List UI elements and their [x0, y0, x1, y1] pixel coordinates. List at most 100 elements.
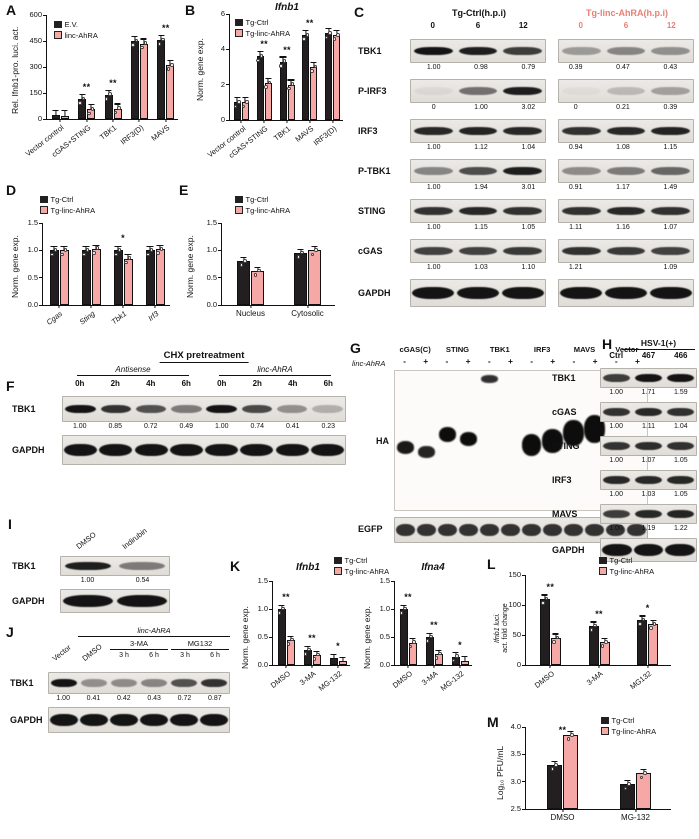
- blot-strips: [410, 119, 694, 143]
- x-tick: [86, 119, 88, 122]
- protein-band: [205, 444, 239, 456]
- significance-marker: *: [458, 639, 462, 650]
- x-tick: [647, 665, 649, 668]
- x-tick: [311, 665, 313, 668]
- blot-lane: [199, 708, 229, 732]
- panel-B: B Ifnb1 Norm. gene exp. 0 2 4 6 Vector contr…: [183, 2, 348, 178]
- y-tick-label: 0.5: [379, 632, 390, 641]
- blot-strip: [558, 39, 694, 63]
- y-tick-label: 150: [508, 570, 521, 579]
- legend-swatch: [40, 195, 48, 204]
- blot-lane: [664, 437, 696, 455]
- band-intensity-values: 1.00 1.71 1.59: [600, 388, 697, 397]
- protein-band: [171, 405, 202, 413]
- lane-label: -: [530, 356, 534, 366]
- protein-band: [562, 127, 601, 135]
- protein-band: [584, 524, 605, 536]
- data-point: [627, 782, 631, 786]
- band-value: 0.87: [207, 695, 222, 702]
- blot-lane: [559, 200, 604, 222]
- data-point: [108, 92, 112, 97]
- band-value: 1.08: [616, 144, 630, 151]
- x-tick: [433, 665, 435, 668]
- blot-label: TBK1: [12, 561, 36, 571]
- blot-lane: [204, 397, 239, 421]
- egfp-label: EGFP: [358, 524, 383, 534]
- bar-Tg-linc-AhRA: [91, 248, 101, 305]
- blot-lane: [633, 437, 665, 455]
- blot-row-STING: STING: [358, 199, 694, 223]
- legend-swatch: [599, 556, 607, 565]
- y-tick: [43, 66, 47, 68]
- legend-swatch: [235, 29, 243, 37]
- bar-Tg-Ctrl: [325, 33, 333, 120]
- band-value: 0.72: [177, 695, 192, 702]
- band-value: 0: [573, 104, 578, 111]
- error-bar: [330, 654, 337, 659]
- blot-label: P-TBK1: [358, 166, 391, 176]
- blot-lane: [411, 280, 456, 306]
- panel-C-letter: C: [354, 4, 365, 20]
- blot-lane: [456, 200, 501, 222]
- blot-strip: [60, 556, 170, 576]
- band-value: 0.74: [250, 423, 265, 430]
- protein-band: [666, 510, 694, 518]
- protein-band: [81, 679, 107, 687]
- blot-row-GAPDH: GAPDH: [12, 589, 170, 613]
- lane-label: 466: [674, 351, 688, 360]
- bar-Tg-linc-AhRA: [251, 271, 264, 305]
- bar-Tg-linc-AhRA: [123, 258, 133, 305]
- y-tick-label: 0.0: [257, 660, 268, 669]
- dmso-lane-label: DMSO: [74, 530, 98, 551]
- data-point: [279, 63, 283, 68]
- plot-area: 0 2 4 6 Vector control ** cGAS+STING ** TBK1 ** MA…: [205, 10, 343, 160]
- y-tick: [522, 808, 526, 810]
- blot-strips: [410, 239, 694, 263]
- y-tick: [269, 608, 273, 610]
- data-point: [290, 82, 295, 86]
- y-tick-label: 1.5: [257, 576, 268, 585]
- blot-strip: [410, 39, 546, 63]
- band-value: 1.03: [474, 264, 488, 271]
- protein-band: [563, 524, 584, 536]
- band-value: 0.41: [86, 695, 101, 702]
- egfp-immunoblot: [394, 517, 648, 543]
- y-tick-label: 0.0: [206, 300, 217, 309]
- lane-label: -: [445, 356, 449, 366]
- blot-row-P-TBK1: P-TBK1: [358, 159, 694, 183]
- data-point: [593, 623, 597, 628]
- protein-band: [501, 287, 544, 299]
- significance-marker: *: [336, 641, 340, 652]
- blot-lane: [199, 673, 229, 693]
- band-value: 1.00: [609, 423, 623, 430]
- panel-M-legend: Tg-Ctrl Tg-linc-AhRA: [601, 716, 656, 736]
- y-tick: [218, 277, 222, 279]
- protein-band: [521, 433, 542, 456]
- mg132-column-label: MG132: [171, 639, 229, 650]
- blot-lane: [648, 200, 693, 222]
- protein-band: [666, 374, 694, 382]
- lane-label: +: [592, 356, 598, 366]
- blot-lane: [559, 120, 604, 142]
- band-value: 1.59: [674, 389, 688, 396]
- blot-lane: [500, 160, 545, 182]
- band-value: 1.00: [426, 64, 441, 71]
- lane-label: 2h: [252, 379, 262, 388]
- data-point: [256, 58, 260, 63]
- y-tick-label: 300: [29, 62, 42, 71]
- lane-label: 6h: [181, 379, 191, 388]
- x-tick: [90, 305, 92, 308]
- y-tick-label: 2.5: [510, 804, 521, 813]
- bar-Tg-Ctrl: [49, 250, 59, 305]
- panel-L-letter: L: [487, 556, 496, 572]
- protein-band: [503, 127, 542, 135]
- x-category-label: Tbk1: [109, 309, 129, 327]
- bar-E.V.: [130, 41, 139, 119]
- protein-band: [503, 247, 542, 255]
- protein-band: [109, 714, 139, 726]
- blot-strips: [600, 402, 697, 422]
- data-point: [241, 104, 246, 109]
- blot-lane: [500, 280, 545, 306]
- blot-lane: [411, 80, 456, 102]
- error-bar: [114, 103, 121, 109]
